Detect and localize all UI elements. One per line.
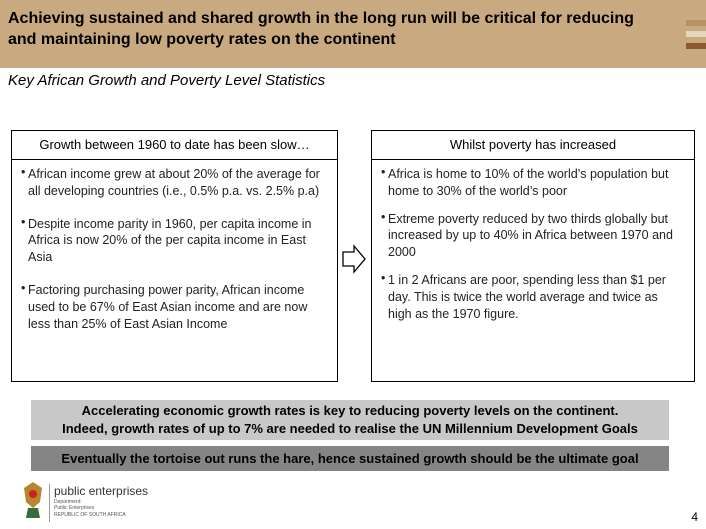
panel-heading: Growth between 1960 to date has been slo… [12,131,337,160]
callout-line: Indeed, growth rates of up to 7% are nee… [62,421,638,436]
subtitle: Key African Growth and Poverty Level Sta… [8,72,326,89]
left-panel: Growth between 1960 to date has been slo… [11,130,338,382]
logo-department: Department: [54,499,82,505]
page-number: 4 [691,510,698,524]
callout: Accelerating economic growth rates is ke… [31,400,669,440]
decor [686,43,706,49]
logo-unit: Public Enterprises [54,505,95,511]
decor [686,31,706,37]
conclusion: Eventually the tortoise out runs the har… [31,446,669,471]
bullet: Despite income parity in 1960, per capit… [21,214,325,266]
bullet-list: Africa is home to 10% of the world’s pop… [372,160,694,322]
bullet: Extreme poverty reduced by two thirds gl… [381,209,682,261]
decor [686,20,706,26]
logo-name: public enterprises [54,484,149,498]
logo-country: REPUBLIC OF SOUTH AFRICA [54,512,126,518]
panel-heading: Whilst poverty has increased [372,131,694,160]
header-band [0,0,706,68]
slide-title: Achieving sustained and shared growth in… [8,10,634,48]
bullet: African income grew at about 20% of the … [21,164,325,200]
bullet: Factoring purchasing power parity, Afric… [21,280,325,332]
bullet: 1 in 2 Africans are poor, spending less … [381,270,682,322]
right-panel: Whilst poverty has increased Africa is h… [371,130,695,382]
bullet-list: African income grew at about 20% of the … [12,160,337,332]
arrow [342,244,366,274]
callout-line: Accelerating economic growth rates is ke… [81,403,619,418]
bullet: Africa is home to 10% of the world’s pop… [381,164,682,200]
divider [49,484,50,522]
coat-of-arms [24,482,42,518]
